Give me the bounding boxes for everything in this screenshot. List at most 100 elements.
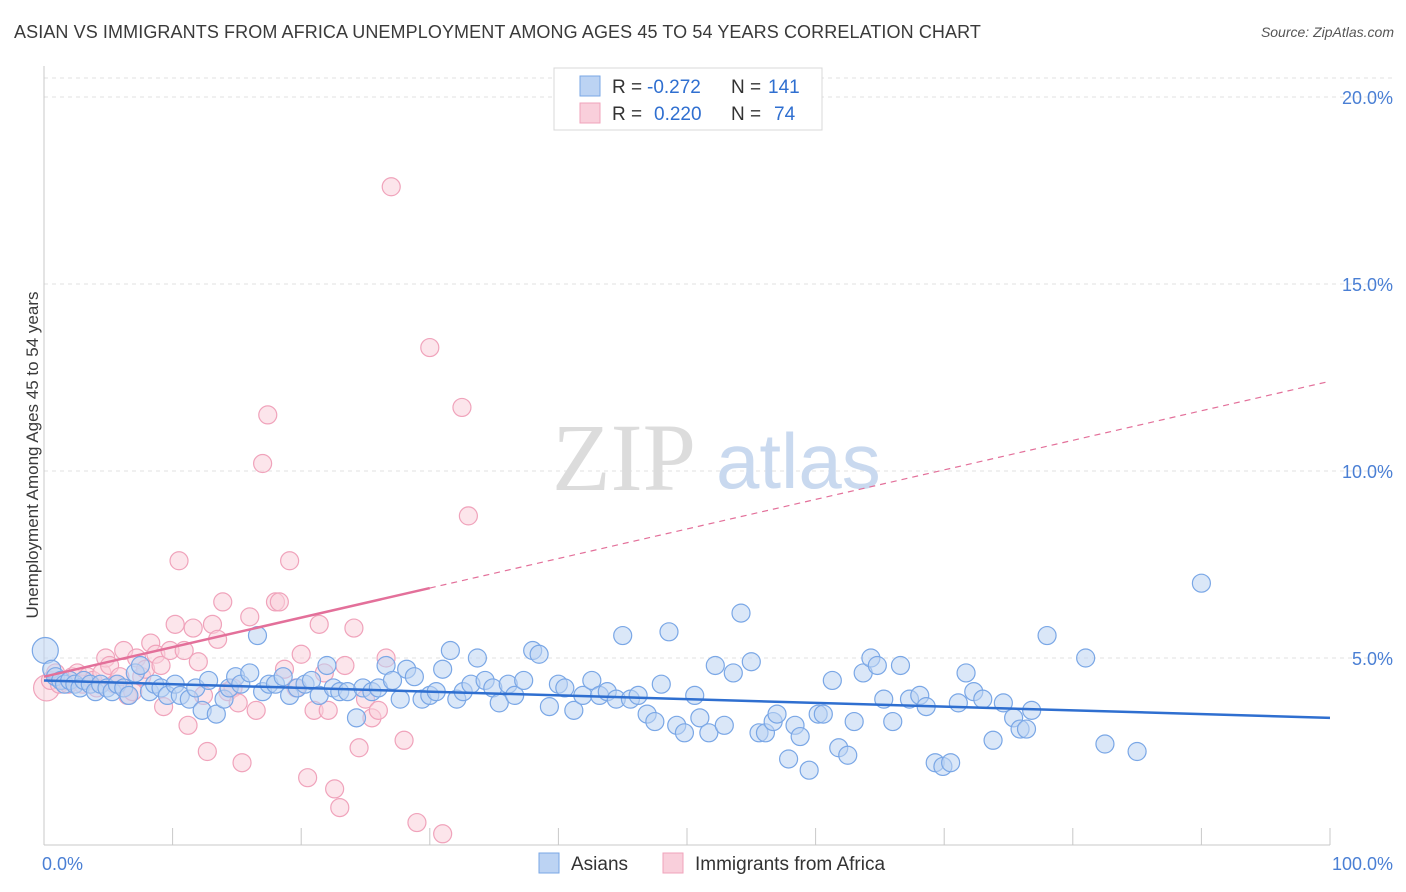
source-label: Source: ZipAtlas.com [1260, 24, 1394, 40]
data-point [253, 453, 273, 474]
data-point [197, 741, 217, 762]
legend-n-label-asians: N = [731, 77, 761, 98]
data-point [291, 644, 311, 664]
data-point [232, 753, 252, 773]
watermark: ZIP atlas [552, 404, 881, 511]
data-point [165, 614, 185, 634]
data-point [731, 603, 751, 623]
data-point [883, 711, 903, 732]
y-tick-label: 5.0% [1352, 649, 1393, 669]
data-point [368, 700, 388, 720]
data-point [394, 730, 414, 750]
data-point [381, 177, 401, 197]
series-asians [31, 573, 1212, 780]
data-point [452, 397, 472, 418]
data-point [1127, 741, 1147, 762]
data-point [240, 663, 260, 683]
data-point [440, 640, 460, 661]
data-point [822, 670, 842, 691]
data-point [178, 715, 198, 735]
data-point [317, 655, 337, 676]
data-point [555, 678, 575, 698]
data-point [948, 693, 968, 713]
data-point [467, 648, 487, 668]
tick-labels: 5.0% 10.0% 15.0% 20.0% 0.0% 100.0% [42, 88, 1393, 874]
bottom-legend-africa: Immigrants from Africa [695, 854, 885, 875]
data-point [539, 697, 559, 717]
data-point [330, 797, 350, 818]
legend: R = -0.272 N = 141 R = 0.220 N = 74 [553, 67, 823, 131]
bottom-legend-swatch-asians [538, 852, 560, 874]
data-point [529, 644, 549, 664]
data-point [685, 685, 705, 706]
data-point [31, 636, 59, 665]
data-point [867, 655, 887, 676]
data-point [973, 689, 993, 709]
legend-swatch-asians [579, 75, 601, 97]
data-point [325, 779, 345, 799]
trend-lines [43, 380, 1331, 720]
series-immigrants-from-africa [32, 177, 478, 844]
legend-n-value-asians: 141 [768, 77, 800, 98]
bottom-legend-swatch-africa [662, 852, 684, 874]
y-tick-label: 10.0% [1342, 462, 1393, 482]
bottom-legend-asians: Asians [571, 854, 628, 875]
data-point [790, 726, 810, 747]
data-point [956, 663, 976, 683]
x-tick-label-min: 0.0% [42, 854, 83, 874]
bottom-legend: Asians Immigrants from Africa [538, 852, 885, 875]
data-point [130, 655, 151, 676]
data-point [298, 768, 318, 788]
data-point [188, 652, 208, 672]
data-point [582, 670, 602, 691]
data-point [514, 670, 534, 691]
y-axis-label: Unemployment Among Ages 45 to 54 years [23, 292, 42, 619]
data-point [420, 337, 440, 358]
data-point [741, 652, 761, 672]
data-point [564, 700, 584, 720]
data-point [723, 663, 743, 683]
data-point [674, 723, 695, 743]
legend-n-value-africa: 74 [774, 104, 796, 125]
legend-r-label-africa: R = [612, 104, 642, 125]
data-point [269, 592, 289, 612]
axes [43, 66, 1331, 846]
data-point [890, 655, 911, 676]
legend-n-label-africa: N = [731, 104, 761, 125]
trend-line-asians [43, 679, 1331, 720]
data-point [813, 704, 833, 724]
data-point [390, 689, 410, 709]
legend-r-value-asians: -0.272 [647, 77, 701, 98]
data-point [404, 667, 424, 687]
data-point [280, 551, 300, 571]
chart-title: ASIAN VS IMMIGRANTS FROM AFRICA UNEMPLOY… [14, 22, 982, 42]
watermark-atlas: atlas [716, 417, 881, 505]
data-point [1076, 648, 1096, 668]
data-point [941, 753, 961, 773]
data-point [309, 614, 329, 634]
data-point [344, 618, 364, 638]
data-point [699, 723, 719, 743]
y-tick-label: 20.0% [1342, 88, 1393, 108]
legend-swatch-africa [579, 102, 601, 124]
data-point [346, 708, 367, 728]
data-point [838, 745, 858, 765]
data-point [206, 704, 226, 724]
data-point [318, 700, 338, 720]
data-point [458, 506, 478, 526]
data-point [273, 667, 293, 687]
data-point [433, 659, 453, 679]
data-point [258, 405, 278, 425]
gridlines [44, 77, 1392, 659]
legend-r-label-asians: R = [612, 77, 642, 98]
data-point [169, 551, 189, 571]
data-point [714, 715, 734, 735]
data-point [199, 670, 219, 691]
data-point [844, 711, 864, 732]
data-point [1095, 734, 1115, 754]
data-point [1037, 625, 1057, 646]
data-point [651, 674, 671, 694]
data-point [183, 618, 203, 638]
data-point [213, 592, 233, 612]
legend-r-value-africa: 0.220 [654, 104, 702, 125]
